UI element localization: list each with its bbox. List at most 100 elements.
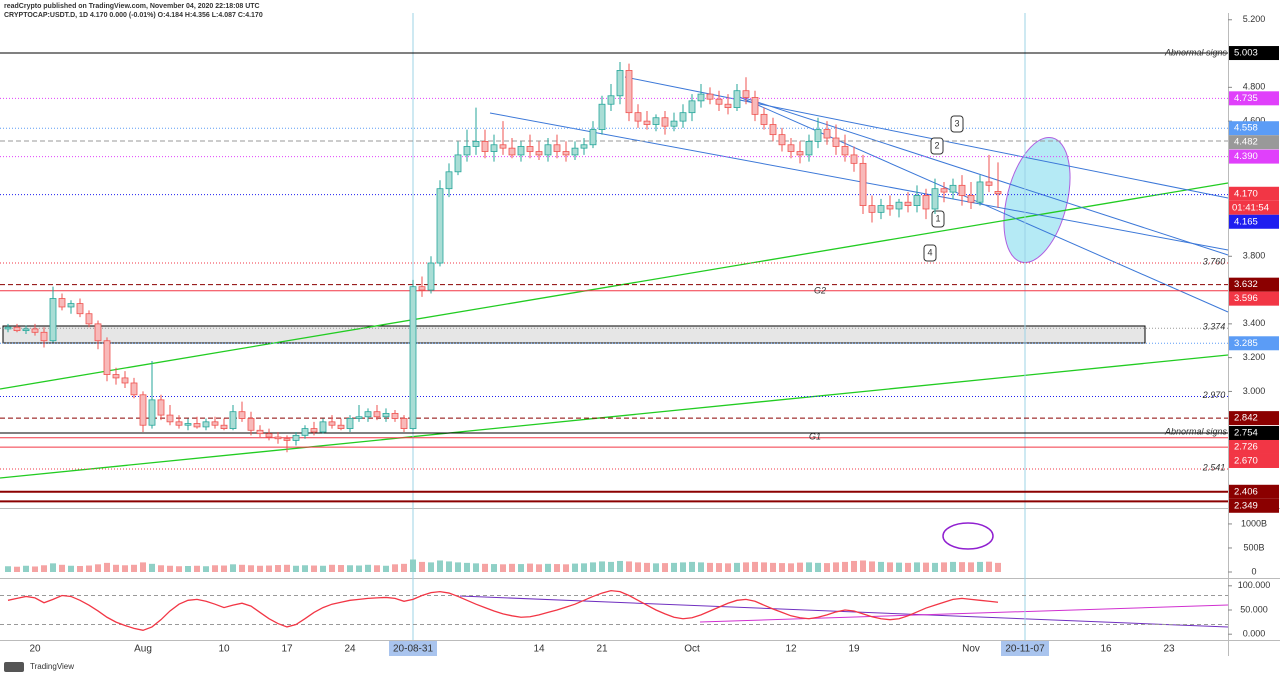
volume-bar [860,560,866,572]
callout-box [930,137,944,155]
volume-bar [455,562,461,572]
candle-body [715,98,723,105]
candle-body [310,428,318,433]
volume-bar [59,564,65,572]
volume-bar [167,565,173,572]
x-tick-label: 24 [344,644,356,655]
volume-bar [464,562,470,572]
volume-bar [572,563,578,572]
volume-bar [671,562,677,572]
volume-bar [887,562,893,572]
candle-body [814,129,822,142]
candle-body [4,326,12,330]
volume-bar [293,565,299,572]
y-tick-label: 0.000 [1243,629,1266,639]
volume-bar [509,563,515,572]
y-tick-label: 3.800 [1243,251,1266,261]
candle-body [670,120,678,127]
candle-body [526,146,534,152]
annotation: G1 [809,431,821,441]
level-tag-label: 2.670 [1234,456,1258,467]
candle-body [220,424,228,429]
volume-bar [554,564,560,572]
candle-body [580,144,588,149]
volume-bar [716,563,722,572]
volume-bar [833,562,839,572]
annotation: Abnormal signs [1164,426,1228,436]
candle-body [481,140,489,152]
candle-body [886,205,894,210]
candle-body [868,205,876,213]
level-tag [1229,277,1279,292]
candle-body [184,423,192,426]
x-tick-label: 10 [218,644,230,655]
volume-bar [212,565,218,572]
x-tick-label: 16 [1100,644,1112,655]
candle-body [616,70,624,97]
candle-body [976,181,984,203]
candle-body [445,171,453,190]
volume-bar [779,563,785,572]
candle-body [553,144,561,152]
volume-bar [851,560,857,572]
candle-body [796,151,804,156]
candle-body [283,438,291,441]
logo: TradingView [30,662,74,671]
level-text: 3.760 [1203,256,1226,266]
volume-bar [959,562,965,572]
callout-box [950,115,964,133]
volume-bar [797,562,803,572]
level-tag [1229,411,1279,426]
candle-body [931,188,939,210]
volume-bar [302,565,308,572]
candle-body [193,423,201,428]
date-highlight [1001,641,1049,656]
volume-bar [284,564,290,572]
candle-body [472,140,480,147]
y-tick-label: 50.000 [1240,604,1268,614]
level-tag-label: 2.726 [1234,442,1258,453]
volume-bar [473,563,479,572]
level-text: 2.541 [1202,462,1226,472]
level-tag-label: 3.285 [1234,338,1258,349]
candle-body [49,298,57,342]
target-ellipse [1003,136,1071,264]
volume-bar [698,562,704,572]
candle-body [985,181,993,186]
date-highlight [389,641,437,656]
candle-body [643,120,651,125]
level-tag [1229,121,1279,136]
candle-body [895,201,903,210]
volume-bar [995,562,1001,572]
volume-bar [257,565,263,572]
x-tick-label: 14 [533,644,545,655]
x-tick-label: 21 [596,644,608,655]
candle-body [607,95,615,105]
volume-bar [266,565,272,572]
candle-body [409,286,417,429]
candle-body [517,146,525,156]
candle-body [994,191,1002,195]
y-tick-label: 3.400 [1243,318,1266,328]
candle-body [67,303,75,308]
volume-bar [329,564,335,572]
trend-lines [0,76,1229,628]
volume-bar [248,565,254,572]
trend-line [624,76,1229,199]
trend-line [0,182,1229,390]
candle-body [571,147,579,156]
candle-body [337,424,345,429]
volume-bar [635,562,641,572]
candle-body [166,414,174,423]
candle-body [265,433,273,438]
candle-body [679,112,687,122]
range-box [2,325,1146,344]
candle-body [112,374,120,379]
candle-body [139,394,147,426]
level-tag-label: 3.632 [1234,279,1258,290]
level-text: 3.374 [1203,322,1226,332]
candle-body [292,434,300,441]
volume-bar [23,565,29,572]
volume-bar [743,562,749,572]
oscillator-line [7,589,999,631]
